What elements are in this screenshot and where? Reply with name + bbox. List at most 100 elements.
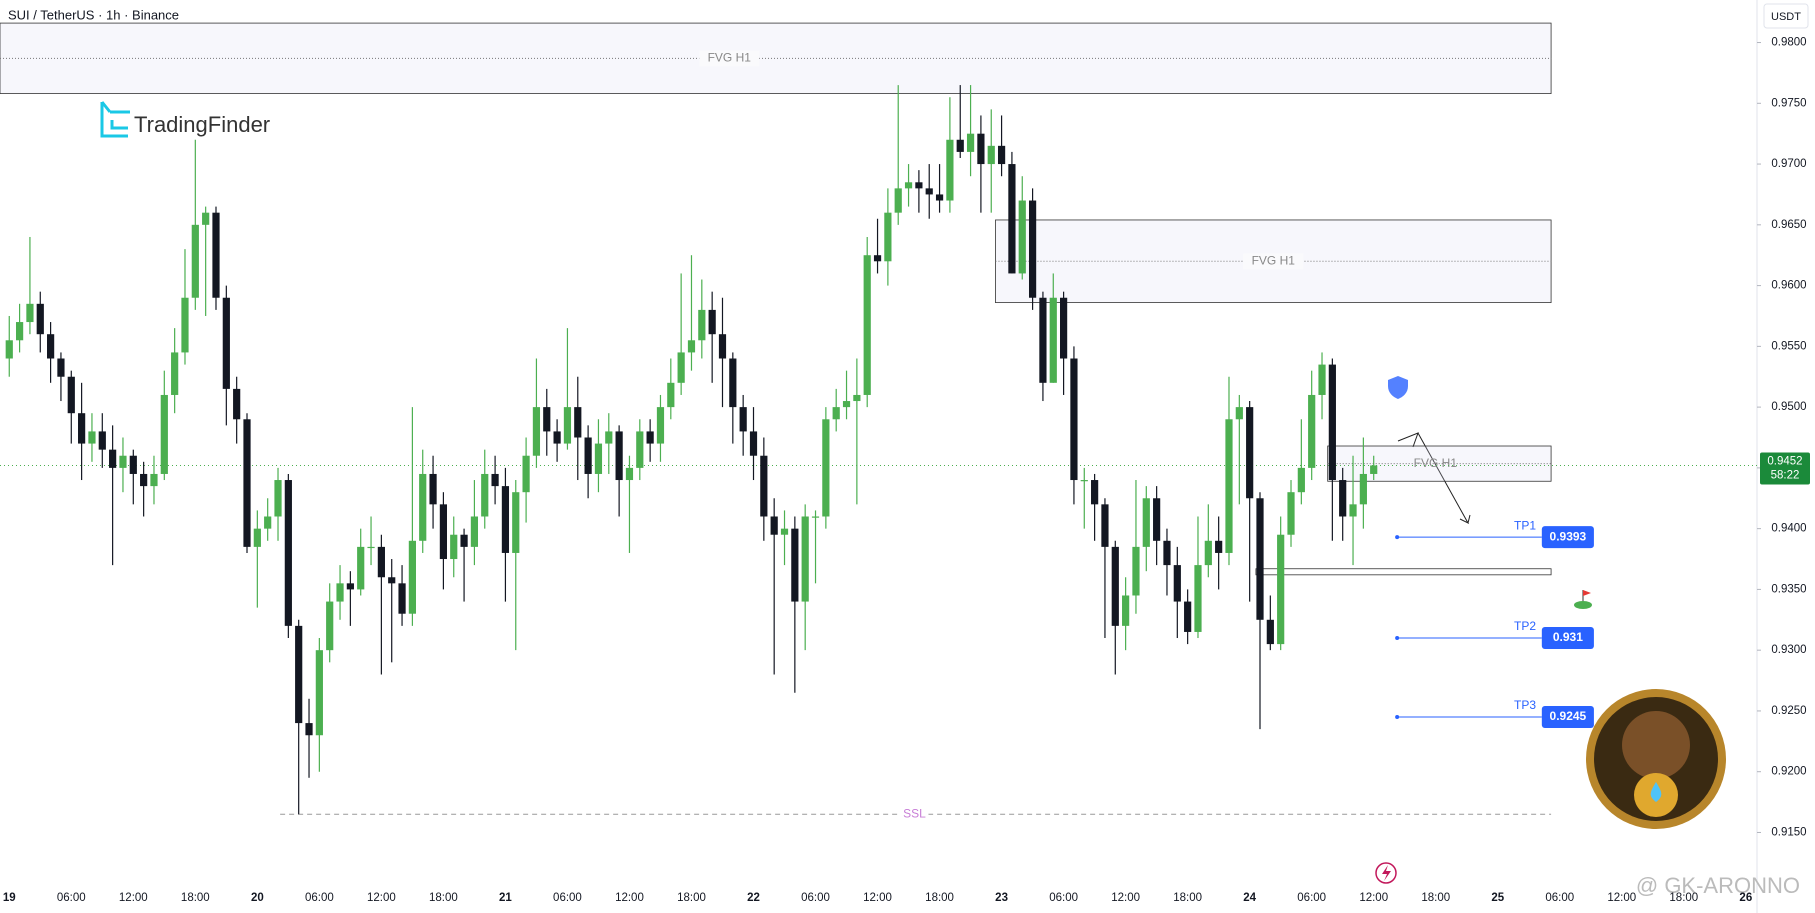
candle-body — [625, 467, 634, 481]
candle-body — [419, 473, 427, 541]
x-tick-label: 20 — [251, 892, 264, 904]
candle-body — [1039, 297, 1047, 383]
price-tag-value: 0.9452 — [1767, 455, 1802, 467]
y-tick-label: 0.9250 — [1771, 705, 1806, 717]
candle-body — [346, 583, 354, 590]
logo-icon — [100, 101, 130, 138]
candle-body — [1370, 465, 1378, 474]
candle-body — [1091, 480, 1099, 505]
candle-body — [687, 340, 696, 353]
x-tick-label: 18:00 — [925, 892, 954, 904]
candle-body — [1132, 546, 1140, 596]
fvg-zone — [1255, 568, 1552, 576]
watermark: @ GK-ARONNO — [1636, 873, 1800, 898]
candle-body — [946, 139, 954, 201]
x-tick-label: 12:00 — [863, 892, 892, 904]
x-tick-label: 12:00 — [119, 892, 148, 904]
y-tick-label: 0.9200 — [1771, 766, 1806, 778]
candle-body — [191, 224, 199, 298]
fvg-label: FVG H1 — [708, 51, 752, 65]
candle-body — [832, 407, 840, 420]
candle-body — [656, 407, 665, 444]
currency: USDT — [1771, 11, 1801, 23]
x-tick-label: 22 — [747, 892, 760, 904]
candle-body — [1153, 498, 1161, 541]
candle-body — [553, 431, 561, 444]
y-tick-label: 0.9400 — [1771, 523, 1806, 535]
candle-body — [377, 546, 385, 578]
candle-body — [1142, 498, 1150, 547]
fvg-label-bg — [1243, 253, 1304, 270]
target-dot — [1395, 535, 1400, 540]
candle-body — [1246, 407, 1254, 499]
candle-body — [915, 182, 923, 189]
candle-body — [1287, 492, 1295, 535]
candle-body — [274, 480, 282, 517]
candle-body — [367, 546, 375, 549]
y-tick-label: 0.9650 — [1771, 219, 1806, 231]
candle-body — [729, 358, 737, 408]
x-tick-label: 18:00 — [677, 892, 706, 904]
y-tick-label: 0.9300 — [1771, 644, 1806, 656]
candle-body — [1225, 419, 1233, 553]
candle-body — [636, 431, 644, 468]
candle-body — [873, 255, 882, 262]
target-box — [1541, 526, 1594, 549]
x-tick-label: 18:00 — [1421, 892, 1450, 904]
candle-body — [26, 303, 34, 323]
y-tick-label: 0.9550 — [1771, 340, 1806, 352]
candle-body — [935, 194, 944, 201]
x-tick-label: 06:00 — [553, 892, 582, 904]
candle-body — [1184, 601, 1192, 632]
candle-body — [1070, 358, 1078, 481]
candle-body — [429, 473, 437, 505]
candle-body — [264, 516, 272, 529]
y-tick-label: 0.9800 — [1771, 37, 1806, 49]
candle-body — [1194, 565, 1202, 632]
candle-body — [760, 455, 768, 517]
candle-body — [5, 340, 13, 359]
candle-body — [822, 419, 830, 517]
candle-body — [119, 455, 127, 468]
candle-body — [904, 182, 913, 189]
candle-body — [1101, 504, 1109, 547]
candle-body — [853, 394, 861, 402]
candle-body — [1008, 164, 1016, 274]
x-tick-label: 21 — [499, 892, 512, 904]
candle-body — [563, 407, 572, 444]
shield-icon — [1388, 376, 1408, 399]
candle-body — [997, 145, 1006, 165]
x-tick-label: 12:00 — [1111, 892, 1140, 904]
candle-body — [491, 473, 499, 487]
candle-body — [388, 577, 396, 584]
target-name: TP3 — [1514, 698, 1536, 712]
candle-body — [966, 133, 975, 152]
candle-body — [842, 401, 851, 408]
ssl-label-bg — [900, 806, 929, 823]
x-tick-label: 18:00 — [429, 892, 458, 904]
candle-body — [894, 188, 902, 213]
target-dot — [1395, 636, 1400, 641]
candle-body — [450, 534, 458, 560]
x-tick-label: 23 — [995, 892, 1008, 904]
candle-body — [357, 546, 365, 590]
candle-body — [718, 334, 727, 359]
target-box — [1541, 627, 1594, 650]
x-tick-label: 24 — [1243, 892, 1256, 904]
target-name: TP1 — [1514, 518, 1536, 532]
candle-body — [677, 352, 685, 383]
avatar — [1586, 689, 1726, 829]
candle-body — [1018, 200, 1026, 274]
candle-body — [512, 492, 520, 553]
currency-box — [1763, 3, 1809, 29]
fvg-label-bg — [699, 50, 760, 67]
candle-body — [1163, 540, 1171, 566]
candle-body — [925, 188, 933, 195]
candle-body — [305, 723, 313, 736]
candle-body — [543, 407, 551, 432]
fvg-label: FVG H1 — [1252, 253, 1296, 267]
candle-body — [574, 407, 582, 438]
x-tick-label: 06:00 — [1545, 892, 1574, 904]
candle-body — [1111, 546, 1119, 626]
